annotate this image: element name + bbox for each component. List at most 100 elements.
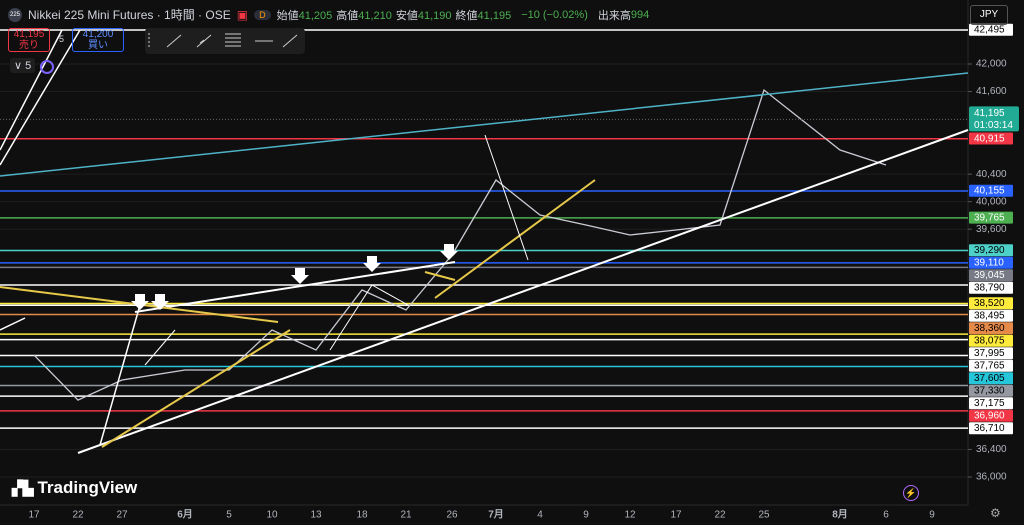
level-tag (969, 359, 1013, 372)
x-tick-label: 4 (537, 510, 543, 521)
level-tag (969, 269, 1013, 282)
settings-icon[interactable]: ⚙ (990, 506, 1001, 520)
arrow-marker (291, 268, 309, 284)
level-tag (969, 397, 1013, 410)
x-tick-label: 9 (929, 510, 935, 521)
spread: 5 (59, 34, 65, 44)
arrow-marker (440, 244, 458, 260)
tool-extended[interactable] (282, 34, 298, 48)
x-tick-label: 13 (310, 510, 322, 521)
x-tick-label: 8月 (832, 509, 848, 521)
alert-icon[interactable]: ⚡ (903, 485, 919, 501)
brand-text: TradingView (37, 478, 138, 497)
y-tick-label: 40,400 (976, 169, 1007, 180)
x-tick-label: 21 (400, 510, 412, 521)
drawing-toolbar (145, 28, 305, 54)
buy-label: 買い (88, 40, 108, 51)
toolbar-icons (148, 33, 298, 49)
y-tick-label: 41,600 (976, 86, 1007, 97)
sell-button[interactable]: 41,195 売り (8, 28, 50, 52)
indicators-count: 5 (25, 60, 32, 72)
ohlc-value: 41,195 (477, 9, 512, 22)
brand-logo: ▞▙ TradingView (12, 478, 137, 498)
level-label: 37,605 (974, 373, 1005, 384)
level-tag (969, 244, 1013, 257)
tool-fib[interactable] (225, 33, 241, 47)
indicators-toggle[interactable]: ∨ 5 (10, 58, 36, 73)
x-tick-label: 9 (583, 510, 589, 521)
trend-line (371, 284, 409, 306)
level-label: 36,710 (974, 423, 1005, 434)
trend-line (0, 317, 26, 331)
buy-button[interactable]: 41,200 買い (72, 28, 124, 52)
level-label: 37,995 (974, 348, 1005, 359)
ohlc-value: 41,205 (298, 9, 333, 22)
trend-line (134, 261, 456, 313)
symbol-title[interactable]: Nikkei 225 Mini Futures · 1時間 · OSE (28, 8, 231, 22)
x-tick-label: 17 (28, 510, 40, 521)
trend-line (77, 129, 969, 454)
level-label: 39,765 (974, 212, 1005, 223)
tool-ray[interactable] (196, 34, 212, 48)
x-tick-label: 12 (624, 510, 636, 521)
level-tag (969, 347, 1013, 360)
level-label: 37,330 (974, 386, 1005, 397)
indicator-icon[interactable] (40, 60, 54, 74)
volume-label: 出来高 (597, 9, 631, 22)
level-tag (969, 211, 1013, 224)
ohlc-value: 41,210 (358, 9, 392, 22)
level-label: 39,045 (974, 270, 1005, 281)
level-tag (969, 281, 1013, 294)
trend-line (0, 29, 63, 151)
level-tag (969, 23, 1013, 36)
trend-line (99, 304, 141, 446)
tool-trend[interactable] (166, 34, 182, 48)
arrow-marker (363, 256, 381, 272)
ohlc: 始値41,205 高値41,210 安値41,190 終値41,195 (277, 7, 516, 23)
y-tick-label: 36,400 (976, 444, 1007, 455)
x-tick-label: 25 (758, 510, 770, 521)
trend-line (0, 72, 969, 177)
y-tick-label: 40,000 (976, 196, 1007, 207)
x-tick-label: 26 (446, 510, 458, 521)
ohlc-label: 終値 (455, 9, 478, 22)
level-tag (969, 132, 1013, 145)
level-label: 39,110 (974, 258, 1004, 269)
trend-line (144, 329, 176, 366)
x-tick-label: 17 (670, 510, 682, 521)
trend-line (424, 271, 456, 281)
level-tag (969, 409, 1013, 422)
x-tick-label: 6 (883, 510, 889, 521)
symbol-logo: 225 (8, 7, 22, 22)
favorite-icon[interactable]: ▣ (236, 7, 249, 22)
level-label: 39,290 (974, 245, 1005, 256)
x-tick-label: 22 (72, 510, 84, 521)
ohlc-label: 始値 (276, 9, 299, 22)
level-tag (969, 334, 1013, 347)
level-tag (969, 309, 1013, 322)
level-tag (969, 184, 1013, 197)
volume: 994 (630, 8, 650, 21)
y-tick-label: 36,000 (976, 472, 1007, 483)
ohlc-value: 41,190 (417, 9, 452, 22)
trend-line (434, 179, 596, 299)
x-tick-label: 10 (266, 510, 278, 521)
level-tag (969, 384, 1013, 397)
price-line (33, 88, 887, 401)
bar-countdown: 01:03:14 (974, 120, 1013, 131)
last-price-label: 41,195 (974, 108, 1005, 119)
level-tag (969, 297, 1013, 310)
level-label: 38,075 (974, 336, 1005, 347)
sell-price: 41,195 (13, 29, 45, 40)
level-label: 37,765 (974, 361, 1005, 372)
x-tick-label: 22 (714, 510, 726, 521)
arrow-marker (131, 294, 149, 310)
currency-button[interactable]: JPY (970, 5, 1008, 25)
level-label: 40,915 (974, 133, 1005, 144)
trend-line (101, 329, 291, 448)
level-tag (969, 422, 1013, 435)
y-tick-label: 42,000 (976, 59, 1007, 70)
level-label: 37,175 (974, 398, 1005, 409)
